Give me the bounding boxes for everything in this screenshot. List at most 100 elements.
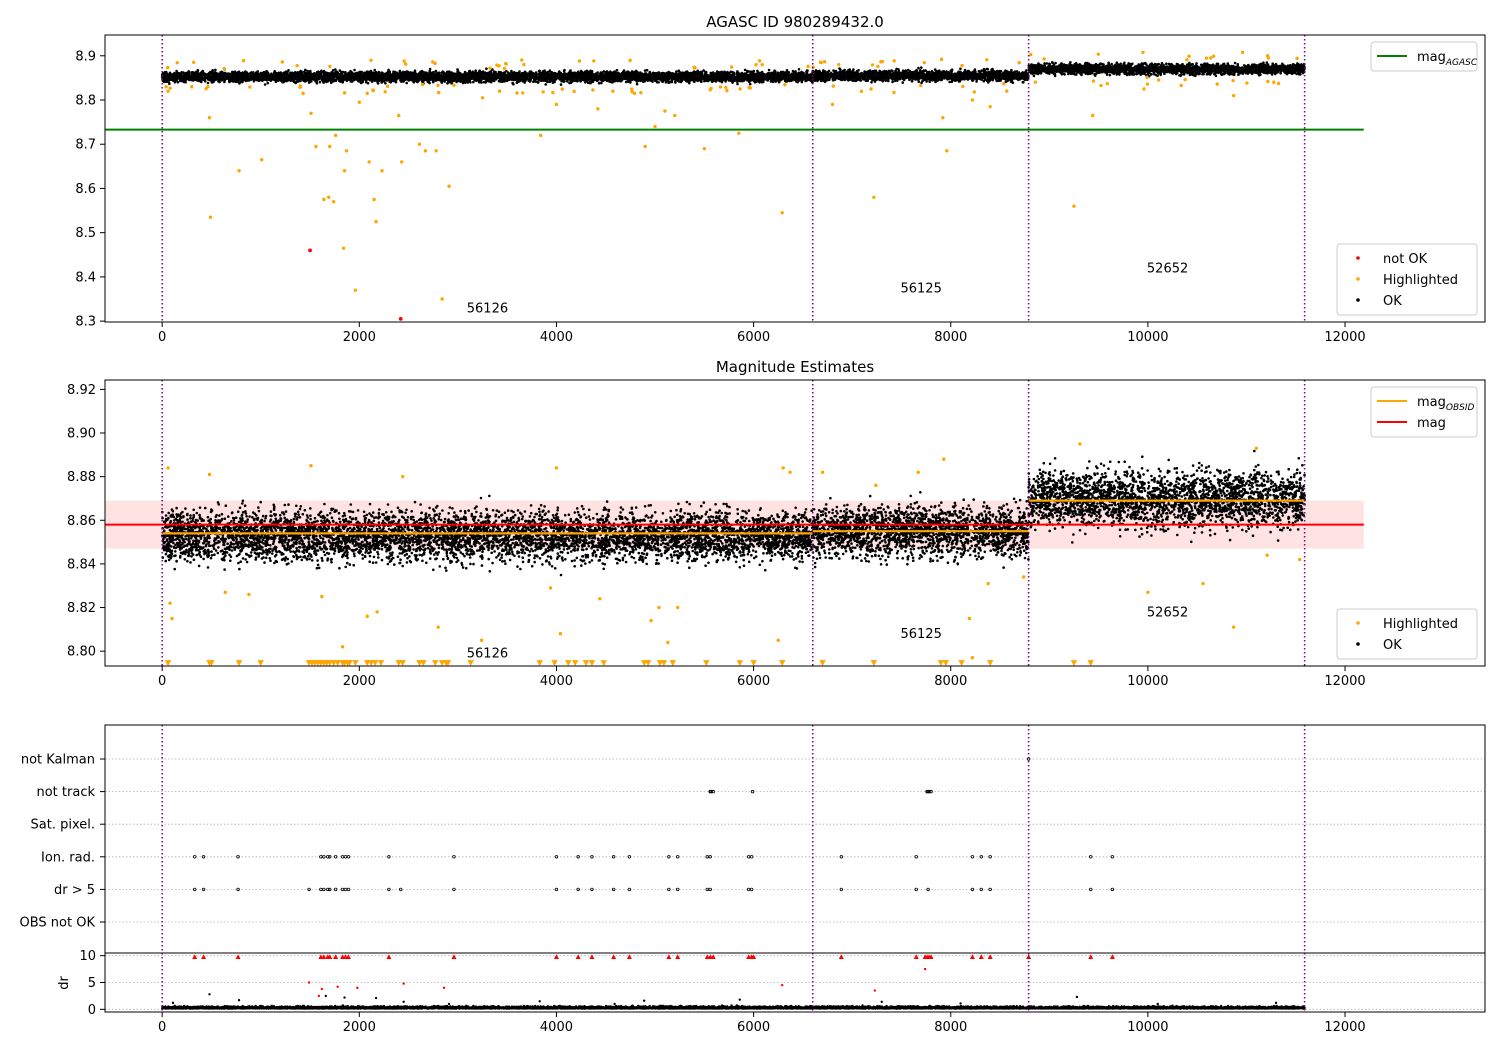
agasc-highlighted-point [342, 91, 347, 95]
estimates-lower-limit-marker [420, 660, 427, 667]
agasc-highlighted-point [400, 160, 404, 164]
agasc-obsid-label: 56125 [900, 281, 941, 296]
estimates-highlighted-point [657, 605, 661, 610]
estimates-lower-limit-marker [582, 660, 590, 667]
estimates-lower-limit-marker [164, 660, 172, 667]
estimates-legend-box [1370, 386, 1478, 438]
agasc-highlighted-point [502, 66, 507, 71]
agasc-highlighted-point [870, 63, 875, 67]
agasc-highlighted-point [309, 111, 313, 115]
agasc-highlighted-point [729, 65, 734, 69]
agasc-highlighted-point [1099, 83, 1103, 88]
flags-point [328, 855, 332, 859]
flags-point [328, 887, 332, 892]
estimates-ytick-label: 8.82 [67, 601, 96, 616]
flags-category-label: not Kalman [21, 753, 95, 768]
dr-capped-marker [235, 954, 241, 959]
estimates-lower-limit-marker [571, 660, 579, 667]
dr-xtick-label: 0 [158, 1020, 166, 1035]
estimates-obsid-label: 56125 [900, 627, 941, 642]
estimates-lower-limit-marker [444, 660, 452, 667]
dr-capped-marker [201, 954, 207, 959]
dr-capped-marker [345, 954, 351, 959]
dr-ok-points [161, 1004, 1306, 1010]
agasc-highlighted-point [725, 88, 729, 93]
agasc-ytick-label: 8.4 [75, 270, 96, 285]
panel-magnitude-estimates: Magnitude Estimates 56126 56125 52652 0 200… [67, 358, 1486, 689]
agasc-highlighted-point [327, 195, 331, 199]
dr-xtick-label: 2000 [343, 1020, 376, 1035]
agasc-highlighted-point [1209, 56, 1213, 60]
estimates-highlighted-point [365, 614, 369, 618]
agasc-highlighted-point [939, 57, 944, 62]
flags-point [326, 887, 330, 892]
estimates-lower-limit-marker [942, 660, 950, 667]
estimates-highlighted-point [558, 632, 563, 636]
agasc-highlighted-point [515, 91, 519, 95]
flags-point [927, 789, 931, 794]
agasc-highlighted-point [748, 86, 753, 90]
agasc-highlighted-point [629, 87, 634, 91]
agasc-highlighted-point [371, 88, 375, 92]
agasc-highlighted-point [1017, 61, 1021, 65]
agasc-obsid-label: 52652 [1147, 261, 1188, 276]
dr-capped-marker [1088, 954, 1094, 959]
dr-capped-marker [969, 954, 975, 959]
dr-capped-marker [928, 954, 934, 959]
estimates-lower-limit-marker [334, 660, 341, 667]
agasc-highlighted-point [1029, 52, 1033, 57]
agasc-highlighted-point [385, 84, 390, 88]
dr-capped-marker [666, 954, 672, 959]
agasc-highlighted-point [1145, 75, 1149, 80]
flags-point [709, 789, 713, 794]
estimates-highlighted-point [436, 625, 440, 629]
panel-flags: OBS not OK dr > 5 Ion. rad. Sat. pixel. not … [20, 724, 1486, 954]
dr-red-point [336, 985, 339, 988]
agasc-highlighted-point [1091, 79, 1096, 83]
agasc-not-ok-point [308, 248, 312, 253]
agasc-highlighted-point [1185, 58, 1189, 62]
agasc-highlighted-point [402, 59, 406, 63]
agasc-highlighted-point [960, 63, 964, 68]
agasc-highlighted-point [1072, 204, 1076, 208]
dr-outlier-point [738, 998, 741, 1001]
agasc-highlighted-point [538, 133, 543, 138]
estimates-lower-limit-marker [703, 660, 710, 667]
flags-point [988, 887, 992, 892]
dr-red-point [356, 986, 359, 990]
agasc-ytick-label: 8.3 [75, 315, 96, 330]
flags-point [322, 855, 326, 859]
estimates-highlighted-point [970, 656, 975, 660]
flags-point [590, 855, 594, 859]
agasc-highlighted-point [859, 89, 864, 93]
flags-point [926, 887, 930, 892]
estimates-highlighted-point [598, 597, 602, 601]
dr-capped-marker [1026, 954, 1032, 959]
dr-capped-marker [575, 954, 581, 959]
agasc-obsid-label: 56126 [467, 301, 508, 316]
dr-outlier-point [613, 1002, 616, 1006]
agasc-highlighted-point [175, 61, 179, 65]
agasc-highlighted-point [328, 144, 332, 149]
agasc-legend-label: not OK [1383, 252, 1428, 267]
dr-outlier-point [374, 996, 378, 1000]
estimates-highlighted-point [788, 470, 792, 474]
agasc-highlighted-point [830, 102, 835, 107]
agasc-highlighted-point [754, 63, 758, 67]
estimates-highlighted-point [400, 474, 405, 479]
flags-point [333, 855, 338, 859]
estimates-lower-limit-marker [750, 660, 757, 667]
agasc-highlighted-point [436, 83, 440, 88]
agasc-xtick-label: 8000 [934, 330, 967, 345]
agasc-highlighted-point [780, 211, 784, 215]
agasc-legend-swatch [1356, 277, 1360, 281]
flags-point [914, 855, 918, 859]
agasc-highlighted-point [1187, 54, 1191, 58]
agasc-highlighted-point [941, 115, 945, 120]
estimates-highlighted-point [247, 592, 251, 597]
agasc-highlighted-point [818, 60, 823, 64]
estimates-highlighted-point [340, 645, 345, 649]
dr-capped-marker [386, 954, 392, 959]
estimates-highlighted-point [1254, 446, 1259, 450]
estimates-ytick-label: 8.80 [67, 645, 96, 660]
